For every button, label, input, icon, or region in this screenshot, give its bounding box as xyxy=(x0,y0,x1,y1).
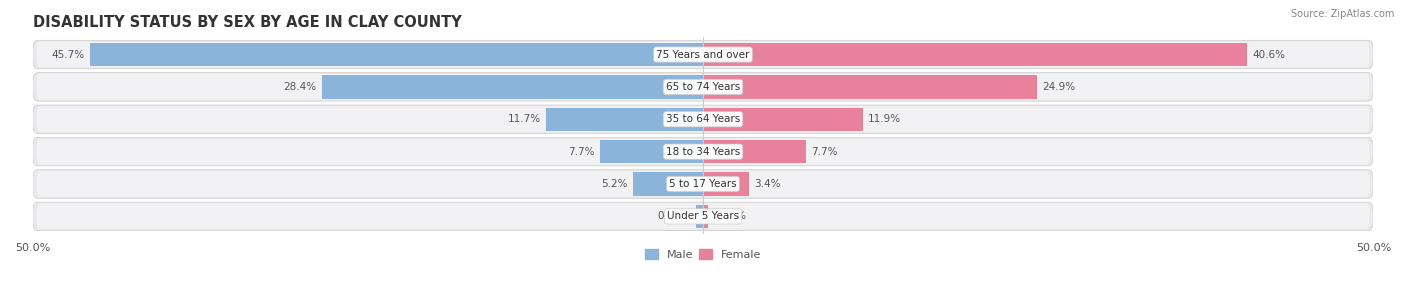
Text: 7.7%: 7.7% xyxy=(811,147,838,157)
Text: 5 to 17 Years: 5 to 17 Years xyxy=(669,179,737,189)
Bar xyxy=(703,75,1036,98)
FancyBboxPatch shape xyxy=(32,137,1374,166)
Text: 24.9%: 24.9% xyxy=(1042,82,1076,92)
Text: 18 to 34 Years: 18 to 34 Years xyxy=(666,147,740,157)
FancyBboxPatch shape xyxy=(37,171,1369,197)
Text: 11.9%: 11.9% xyxy=(868,114,901,124)
Text: Source: ZipAtlas.com: Source: ZipAtlas.com xyxy=(1291,9,1395,19)
FancyBboxPatch shape xyxy=(37,139,1369,164)
Text: 40.6%: 40.6% xyxy=(1253,50,1285,60)
Text: 7.7%: 7.7% xyxy=(568,147,595,157)
Text: 11.7%: 11.7% xyxy=(508,114,541,124)
FancyBboxPatch shape xyxy=(32,40,1374,69)
FancyBboxPatch shape xyxy=(37,203,1369,229)
FancyBboxPatch shape xyxy=(32,73,1374,101)
Text: 45.7%: 45.7% xyxy=(52,50,84,60)
Text: 3.4%: 3.4% xyxy=(754,179,780,189)
Bar xyxy=(703,43,1247,66)
FancyBboxPatch shape xyxy=(37,74,1369,100)
Bar xyxy=(633,172,703,196)
Bar xyxy=(696,205,703,228)
Text: Under 5 Years: Under 5 Years xyxy=(666,211,740,221)
Legend: Male, Female: Male, Female xyxy=(640,245,766,264)
Text: 0.34%: 0.34% xyxy=(713,211,747,221)
FancyBboxPatch shape xyxy=(32,105,1374,133)
Bar xyxy=(546,108,703,131)
Bar xyxy=(90,43,703,66)
Text: 65 to 74 Years: 65 to 74 Years xyxy=(666,82,740,92)
FancyBboxPatch shape xyxy=(37,42,1369,67)
FancyBboxPatch shape xyxy=(37,106,1369,132)
Bar xyxy=(703,205,707,228)
Text: 28.4%: 28.4% xyxy=(284,82,316,92)
Text: 75 Years and over: 75 Years and over xyxy=(657,50,749,60)
Bar xyxy=(600,140,703,163)
FancyBboxPatch shape xyxy=(32,170,1374,198)
Text: 5.2%: 5.2% xyxy=(602,179,628,189)
Bar xyxy=(322,75,703,98)
Text: DISABILITY STATUS BY SEX BY AGE IN CLAY COUNTY: DISABILITY STATUS BY SEX BY AGE IN CLAY … xyxy=(32,15,461,30)
Bar xyxy=(703,172,748,196)
Text: 0.53%: 0.53% xyxy=(658,211,690,221)
Bar xyxy=(703,140,806,163)
Bar xyxy=(703,108,862,131)
Text: 35 to 64 Years: 35 to 64 Years xyxy=(666,114,740,124)
FancyBboxPatch shape xyxy=(32,202,1374,231)
